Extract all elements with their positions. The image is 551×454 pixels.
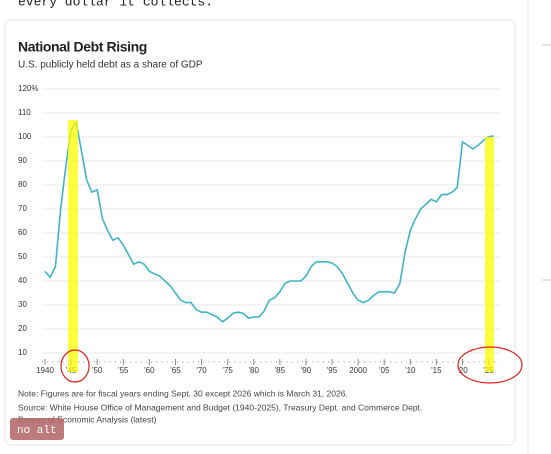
y-tick-label: 40 [18,276,27,285]
y-tick-label: 80 [18,180,27,189]
annotation-circle [60,349,90,383]
chart-title: National Debt Rising [18,39,147,55]
x-tick-label: '90 [301,366,312,375]
source: Source: White House Office of Management… [18,402,422,412]
x-tick-label: '50 [92,366,103,375]
plot: 102030405060708090100110120%1940'45'50'5… [18,84,500,375]
x-tick-label: '95 [327,366,338,375]
x-tick-label: '55 [118,366,129,375]
y-tick-label: 10 [18,348,27,357]
x-tick-label: '80 [249,366,260,375]
x-tick-label: '60 [144,366,155,375]
x-tick-label: '70 [196,366,207,375]
y-tick-label: 60 [18,228,27,237]
x-tick-label: '05 [379,366,390,375]
lead-text: every dollar it collects. [18,0,213,9]
y-tick-label: 70 [18,204,27,213]
annotation-circle [457,346,523,384]
x-tick-label: '10 [405,366,416,375]
debt-line [44,121,494,323]
x-tick-label: '20 [457,366,468,375]
highlight [68,120,78,372]
y-tick-label: 50 [18,252,27,261]
badge-bg [10,418,64,440]
y-tick-label: 120% [18,84,38,93]
chart-subtitle: U.S. publicly held debt as a share of GD… [18,60,203,71]
y-tick-label: 30 [18,300,27,309]
y-tick-label: 100 [18,132,32,141]
note: Note: Figures are for fiscal years endin… [18,388,348,398]
x-tick-label: '15 [431,366,442,375]
x-tick-label: '65 [170,366,181,375]
highlight [485,137,494,372]
badge: no alt [17,425,57,437]
x-tick-label: '85 [275,366,286,375]
y-tick-label: 20 [18,324,27,333]
x-tick-label: 1940 [36,366,54,375]
y-tick-label: 90 [18,156,27,165]
x-tick-label: 2000 [349,366,367,375]
x-tick-label: '75 [222,366,233,375]
source-cont: Bureau of Economic Analysis (latest) [18,414,157,424]
y-tick-label: 110 [18,108,31,117]
